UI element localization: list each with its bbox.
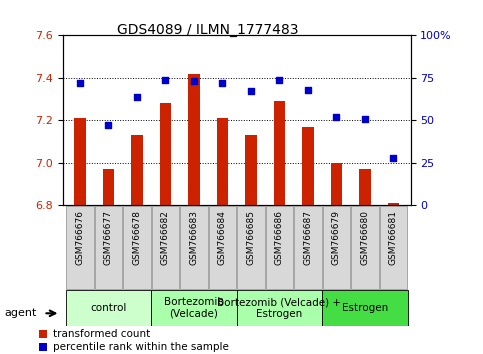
Bar (131, 135, 142, 205)
Bar (103, 169, 114, 205)
Point (76, 80, 84, 86)
Bar (351, 206, 379, 290)
Bar (217, 118, 228, 205)
Text: control: control (90, 303, 127, 313)
Bar (294, 206, 322, 290)
Bar (331, 163, 342, 205)
Point (304, 87, 312, 93)
Text: GSM766687: GSM766687 (303, 210, 313, 266)
Text: GDS4089 / ILMN_1777483: GDS4089 / ILMN_1777483 (117, 23, 298, 37)
Bar (237, 290, 322, 326)
Bar (380, 206, 407, 290)
Bar (266, 206, 293, 290)
Bar (123, 206, 151, 290)
Text: GSM766678: GSM766678 (132, 210, 142, 266)
Bar (209, 206, 236, 290)
Point (190, 79, 198, 84)
Text: agent: agent (5, 308, 37, 318)
Point (333, 114, 341, 120)
Text: GSM766677: GSM766677 (104, 210, 113, 266)
Text: GSM766676: GSM766676 (75, 210, 85, 266)
Bar (188, 74, 199, 205)
Bar (180, 206, 208, 290)
Bar (160, 103, 171, 205)
Text: GSM766680: GSM766680 (360, 210, 369, 266)
Text: Estrogen: Estrogen (342, 303, 388, 313)
Point (276, 77, 284, 82)
Bar (237, 206, 265, 290)
Point (390, 155, 398, 161)
Point (104, 122, 112, 128)
Text: GSM766681: GSM766681 (389, 210, 398, 266)
Point (361, 116, 369, 121)
Bar (66, 206, 94, 290)
Legend: transformed count, percentile rank within the sample: transformed count, percentile rank withi… (39, 329, 228, 352)
Point (218, 80, 226, 86)
Text: GSM766685: GSM766685 (246, 210, 256, 266)
Bar (322, 290, 408, 326)
Bar (74, 118, 85, 205)
Bar (359, 169, 370, 205)
Point (133, 94, 141, 99)
Text: GSM766682: GSM766682 (161, 210, 170, 265)
Point (247, 88, 255, 94)
Point (161, 77, 169, 82)
Text: Bortezomib (Velcade) +
Estrogen: Bortezomib (Velcade) + Estrogen (217, 297, 341, 319)
Text: GSM766679: GSM766679 (332, 210, 341, 266)
Bar (302, 127, 313, 205)
Bar (66, 290, 151, 326)
Bar (245, 135, 256, 205)
Bar (95, 206, 122, 290)
Bar (274, 101, 285, 205)
Bar (388, 203, 399, 205)
Text: GSM766686: GSM766686 (275, 210, 284, 266)
Text: GSM766683: GSM766683 (189, 210, 199, 266)
Text: Bortezomib
(Velcade): Bortezomib (Velcade) (164, 297, 224, 319)
Bar (151, 290, 237, 326)
Text: GSM766684: GSM766684 (218, 210, 227, 265)
Bar (152, 206, 179, 290)
Bar (323, 206, 350, 290)
